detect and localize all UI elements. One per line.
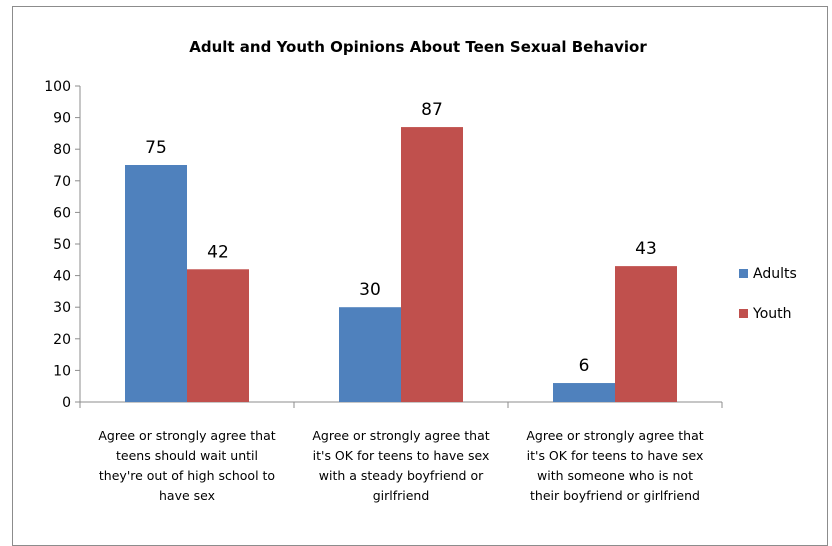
bar-youth <box>401 127 463 402</box>
bar-youth <box>615 266 677 402</box>
chart-title: Adult and Youth Opinions About Teen Sexu… <box>189 38 647 56</box>
category-label: Agree or strongly agree that it's OK for … <box>312 428 489 503</box>
legend-swatch-adults <box>739 269 748 278</box>
category-label-line: girlfriend <box>373 488 430 503</box>
bar-chart: Adult and Youth Opinions About Teen Sexu… <box>44 38 797 503</box>
category-label-line: they're out of high school to <box>99 468 275 483</box>
y-tick-label: 0 <box>62 395 71 411</box>
bar-adults <box>339 307 401 402</box>
y-tick-label: 90 <box>53 111 71 127</box>
y-tick-label: 60 <box>53 205 71 221</box>
category-label-line: Agree or strongly agree that <box>98 428 275 443</box>
category-label-line: it's OK for teens to have sex <box>313 448 490 463</box>
data-label: 43 <box>635 239 657 259</box>
bars <box>125 127 677 402</box>
category-label-line: teens should wait until <box>116 448 258 463</box>
data-label: 6 <box>579 356 590 376</box>
category-label: Agree or strongly agree that it's OK for … <box>526 428 703 503</box>
data-label: 87 <box>421 100 443 120</box>
legend-swatch-youth <box>739 309 748 318</box>
y-tick-label: 50 <box>53 237 71 253</box>
data-label: 75 <box>145 138 167 158</box>
data-labels: 75 42 30 87 6 43 <box>145 100 657 376</box>
legend-label-adults: Adults <box>753 266 797 282</box>
category-label-line: Agree or strongly agree that <box>312 428 489 443</box>
category-label-line: with someone who is not <box>537 468 693 483</box>
category-label-line: have sex <box>159 488 215 503</box>
legend: Adults Youth <box>739 266 797 322</box>
category-label: Agree or strongly agree that teens should… <box>98 428 275 503</box>
y-tick-label: 20 <box>53 332 71 348</box>
legend-label-youth: Youth <box>752 306 792 322</box>
axes: 0 10 20 30 40 50 60 70 80 90 100 Agree or strongly … <box>44 79 723 503</box>
y-tick-label: 70 <box>53 174 71 190</box>
category-label-line: their boyfriend or girlfriend <box>530 488 700 503</box>
data-label: 30 <box>359 280 381 300</box>
category-label-line: Agree or strongly agree that <box>526 428 703 443</box>
y-tick-label: 100 <box>44 79 71 95</box>
category-label-line: it's OK for teens to have sex <box>527 448 704 463</box>
data-label: 42 <box>207 242 229 262</box>
bar-adults <box>125 165 187 402</box>
y-tick-label: 30 <box>53 300 71 316</box>
bar-youth <box>187 269 249 402</box>
category-label-line: with a steady boyfriend or <box>319 468 484 483</box>
y-tick-label: 40 <box>53 269 71 285</box>
y-tick-label: 10 <box>53 363 71 379</box>
bar-adults <box>553 383 615 402</box>
y-tick-label: 80 <box>53 142 71 158</box>
